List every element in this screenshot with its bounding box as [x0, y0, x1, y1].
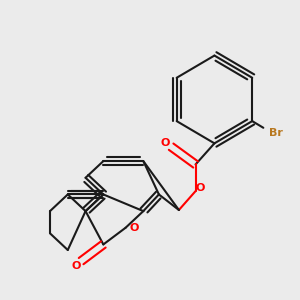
Text: O: O — [72, 261, 81, 271]
Text: O: O — [130, 223, 140, 233]
Text: O: O — [195, 183, 205, 193]
Text: Br: Br — [269, 128, 283, 138]
Text: O: O — [161, 138, 170, 148]
